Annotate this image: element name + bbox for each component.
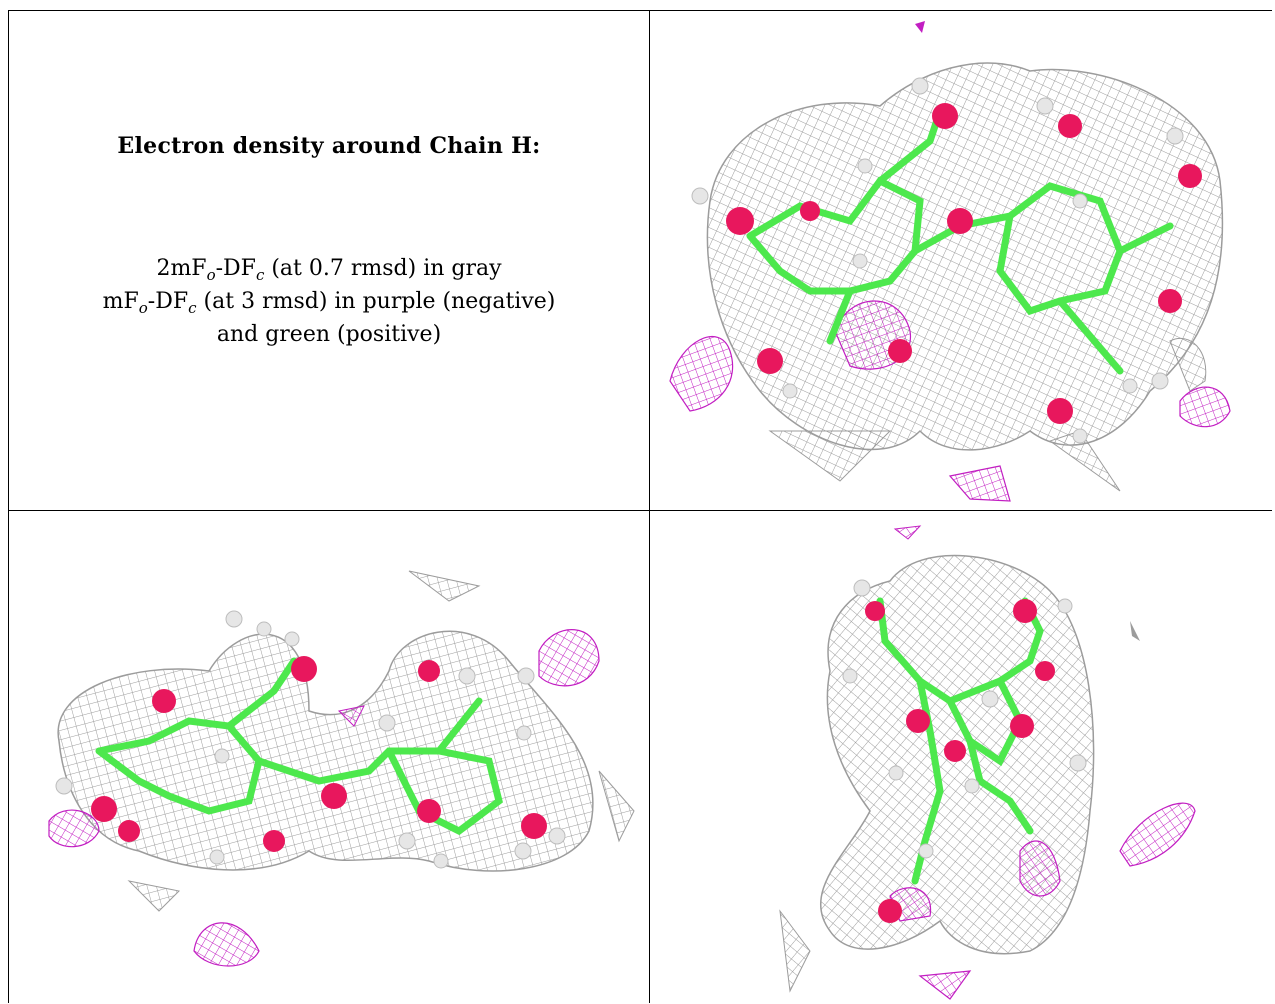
electron-density-image-1	[669, 21, 1231, 502]
table-left-border	[8, 10, 9, 1003]
legend2-mid: -DF	[147, 289, 189, 314]
legend-line-2fo-dfc: 2mFo-DFc (at 0.7 rmsd) in gray	[9, 253, 649, 286]
legend2-sub-c: c	[188, 299, 197, 317]
molecular-view-top-right	[650, 11, 1272, 510]
caption-title: Electron density around Chain H:	[117, 133, 541, 159]
electron-density-image-3	[779, 525, 1196, 1000]
figure-table: Electron density around Chain H: 2mFo-DF…	[8, 10, 1272, 1003]
table-top-border	[8, 10, 1272, 11]
legend2-sub-o: o	[138, 299, 148, 317]
legend1-suffix: (at 0.7 rmsd) in gray	[264, 256, 502, 281]
legend1-sub-o: o	[206, 266, 216, 284]
table-center-border	[649, 10, 650, 1003]
legend-line-fo-dfc: mFo-DFc (at 3 rmsd) in purple (negative)	[9, 286, 649, 319]
molecular-view-bottom-left	[9, 511, 649, 1003]
legend2-prefix: mF	[102, 289, 139, 314]
electron-density-image-2	[48, 570, 635, 967]
legend2-suffix: (at 3 rmsd) in purple (negative)	[196, 289, 556, 314]
table-middle-border	[8, 510, 1272, 511]
legend-line-3: and green (positive)	[216, 322, 442, 347]
molecular-view-bottom-right	[650, 511, 1272, 1003]
legend1-sub-c: c	[255, 266, 265, 284]
legend1-prefix: 2mF	[156, 256, 207, 281]
legend1-mid: -DF	[215, 256, 256, 281]
caption-legend: 2mFo-DFc (at 0.7 rmsd) in gray mFo-DFc (…	[9, 253, 649, 350]
caption-cell: Electron density around Chain H: 2mFo-DF…	[9, 11, 649, 510]
